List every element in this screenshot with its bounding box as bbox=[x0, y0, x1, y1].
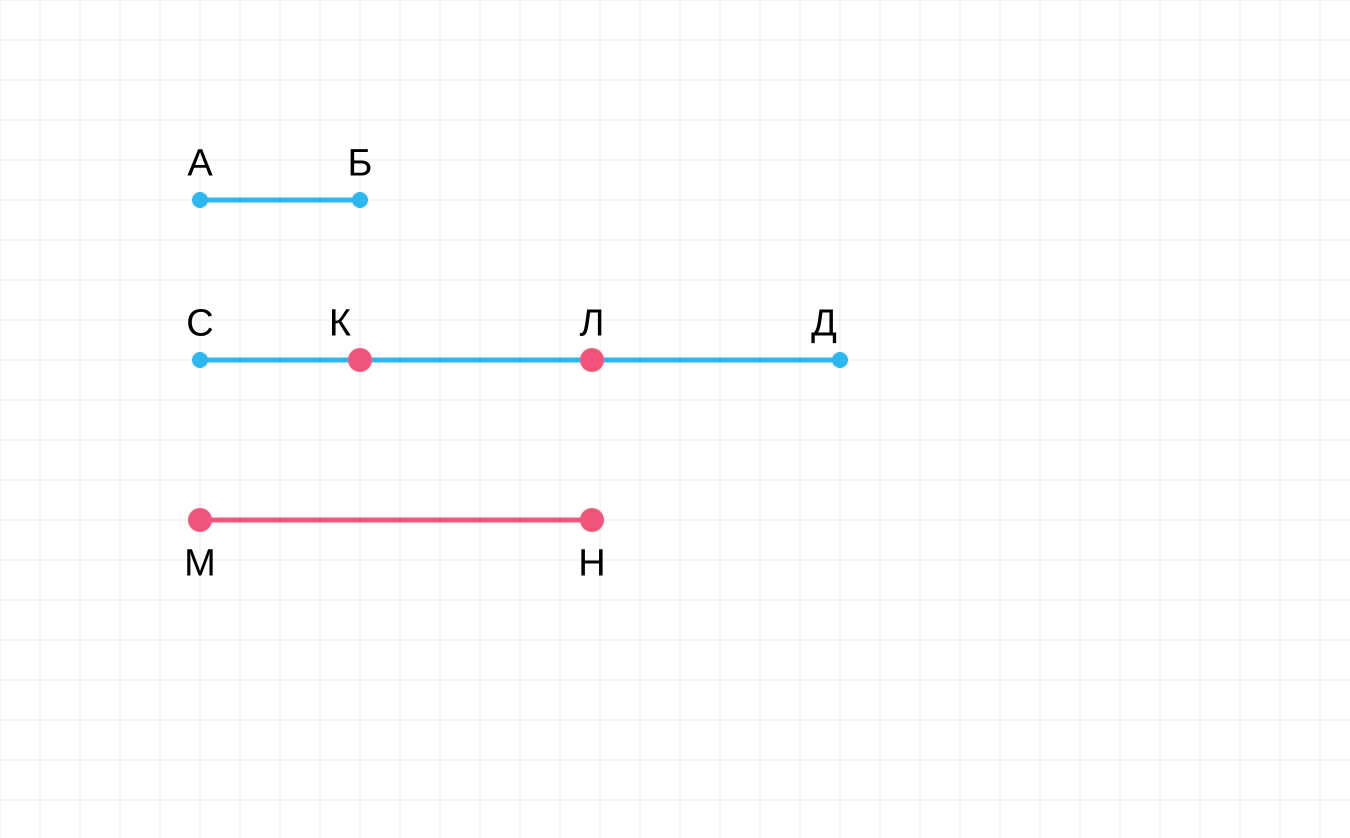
point-pt-a bbox=[192, 192, 208, 208]
label-pt-b: Б bbox=[348, 143, 373, 186]
point-pt-b bbox=[352, 192, 368, 208]
label-pt-m: М bbox=[184, 543, 216, 586]
label-pt-a: А bbox=[187, 143, 212, 186]
point-pt-m bbox=[188, 508, 212, 532]
diagram-canvas bbox=[0, 0, 1350, 838]
point-pt-d bbox=[832, 352, 848, 368]
label-pt-l: Л bbox=[580, 303, 605, 346]
point-pt-l bbox=[580, 348, 604, 372]
point-pt-n bbox=[580, 508, 604, 532]
label-pt-k: К bbox=[329, 303, 351, 346]
label-pt-n: Н bbox=[578, 543, 605, 586]
point-pt-k bbox=[348, 348, 372, 372]
label-pt-d: Д bbox=[811, 303, 837, 346]
point-pt-s bbox=[192, 352, 208, 368]
label-pt-s: С bbox=[186, 303, 213, 346]
